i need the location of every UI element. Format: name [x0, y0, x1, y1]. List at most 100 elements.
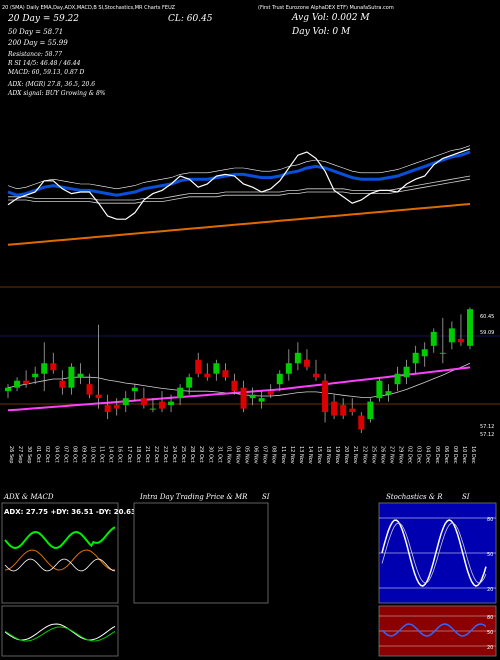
adx-line	[4, 558, 116, 572]
stoch-lines	[381, 519, 487, 587]
macd-panel	[1, 605, 119, 657]
si-50-label: 50	[487, 630, 493, 636]
macd-lines	[4, 623, 116, 642]
date-label: 12 Nov	[289, 446, 295, 464]
si-panel-title: SI	[462, 493, 470, 501]
candle-body	[140, 398, 147, 406]
candle-body	[149, 408, 156, 410]
adx-lines	[4, 526, 116, 572]
candle-body	[303, 359, 310, 367]
date-label: 10 Oct	[90, 446, 96, 463]
date-label: 25 Oct	[180, 446, 186, 463]
stoch-20-label: 20	[487, 587, 493, 593]
date-label: 09 Oct	[80, 446, 86, 463]
sma20-label: 20 Day = 59.22	[7, 14, 79, 24]
candle-body	[439, 352, 446, 354]
candle-body	[331, 401, 338, 416]
candle-body	[322, 380, 329, 413]
candle-body	[249, 394, 256, 399]
ema-mid-line-a	[8, 175, 471, 201]
candle-body	[385, 391, 392, 395]
candle-body	[448, 328, 455, 343]
date-label: 31 Oct	[216, 446, 222, 463]
date-label: 27 Sep	[17, 446, 23, 463]
macd-line	[4, 623, 116, 641]
candle-body	[168, 401, 175, 406]
header-strip: 20 (SMA) Daily EMA,Day,ADX,MACD,B SI,Sto…	[2, 5, 176, 11]
si-lines	[381, 623, 487, 637]
si-20-label: 20	[487, 645, 493, 651]
date-label: 21 Oct	[144, 446, 150, 463]
candle-body	[340, 405, 347, 416]
date-label: 02 Dec	[407, 446, 413, 464]
adx-panel-title: ADX & MACD	[3, 493, 54, 501]
stoch-d-line	[381, 522, 487, 584]
adx-panel	[1, 502, 119, 604]
date-label: 11 Nov	[280, 446, 286, 464]
price-series-line-0	[7, 362, 471, 398]
candle-body	[213, 363, 220, 374]
candle-body	[95, 394, 102, 399]
candle-body	[131, 387, 138, 392]
candle-body	[294, 352, 301, 364]
candle-body	[467, 309, 473, 346]
candle-body	[159, 401, 165, 409]
candle-body	[421, 349, 428, 357]
date-label: 04 Nov	[234, 446, 240, 464]
date-label: 16 Dec	[470, 446, 476, 464]
date-label: 01 Nov	[225, 446, 231, 464]
date-label: 22 Nov	[361, 446, 367, 464]
candle-body	[412, 352, 419, 364]
candle-body	[59, 380, 66, 388]
candle-body	[276, 373, 283, 385]
date-label: 05 Nov	[244, 446, 250, 464]
price-mid-label: 59.09	[480, 330, 494, 336]
candle-body	[113, 405, 120, 409]
sma50-label: 50 Day = 58.71	[8, 28, 63, 36]
date-label: 25 Nov	[370, 446, 376, 464]
date-label: 10 Dec	[461, 446, 467, 464]
avg-vol: Avg Vol: 0.002 M	[291, 13, 370, 23]
candle-body	[430, 331, 437, 346]
candle-body	[14, 380, 21, 388]
date-label: 05 Dec	[434, 446, 440, 464]
candle-body	[186, 377, 193, 388]
date-label: 21 Nov	[352, 446, 358, 464]
candle-body	[23, 380, 30, 385]
date-label: 18 Oct	[135, 446, 141, 463]
candle-body	[222, 370, 229, 378]
date-label: 16 Oct	[117, 446, 123, 463]
intraday-panel	[133, 502, 269, 604]
date-label: 29 Nov	[398, 446, 404, 464]
date-label: 19 Nov	[334, 446, 340, 464]
candle-body	[457, 338, 464, 343]
date-label: 26 Sep	[8, 446, 14, 463]
price-low-label-2: 57.12	[480, 432, 494, 438]
date-label: 11 Oct	[99, 446, 105, 463]
date-label: 22 Oct	[153, 446, 159, 463]
close-label: CL: 60.45	[168, 14, 213, 24]
candle-body	[394, 373, 401, 385]
candle-body	[231, 380, 238, 392]
ma-panel	[7, 145, 471, 246]
sma-line	[7, 148, 471, 220]
date-axis: 26 Sep 27 Sep 30 Sep 01 Oct 02 Oct 04 Oct 07 O…	[8, 446, 476, 464]
resistance-label: Resistance: 58.77	[7, 51, 62, 58]
macd-signal-line	[4, 626, 116, 642]
candle-body	[5, 387, 11, 392]
intraday-si-title: SI	[262, 493, 270, 501]
date-label: 15 Nov	[316, 446, 322, 464]
candle-body	[41, 363, 48, 374]
candle-body	[367, 401, 374, 420]
si-line	[381, 623, 487, 637]
rsi-label: R SI 14/5: 46.48 / 46.44	[7, 60, 81, 67]
date-label: 26 Nov	[379, 446, 385, 464]
candle-body	[376, 380, 383, 399]
date-label: 20 Nov	[343, 446, 349, 464]
date-label: 28 Oct	[189, 446, 195, 463]
candle-body	[86, 384, 93, 395]
date-label: 14 Nov	[307, 446, 313, 464]
candle-body	[32, 373, 39, 378]
date-label: 07 Nov	[262, 446, 268, 464]
